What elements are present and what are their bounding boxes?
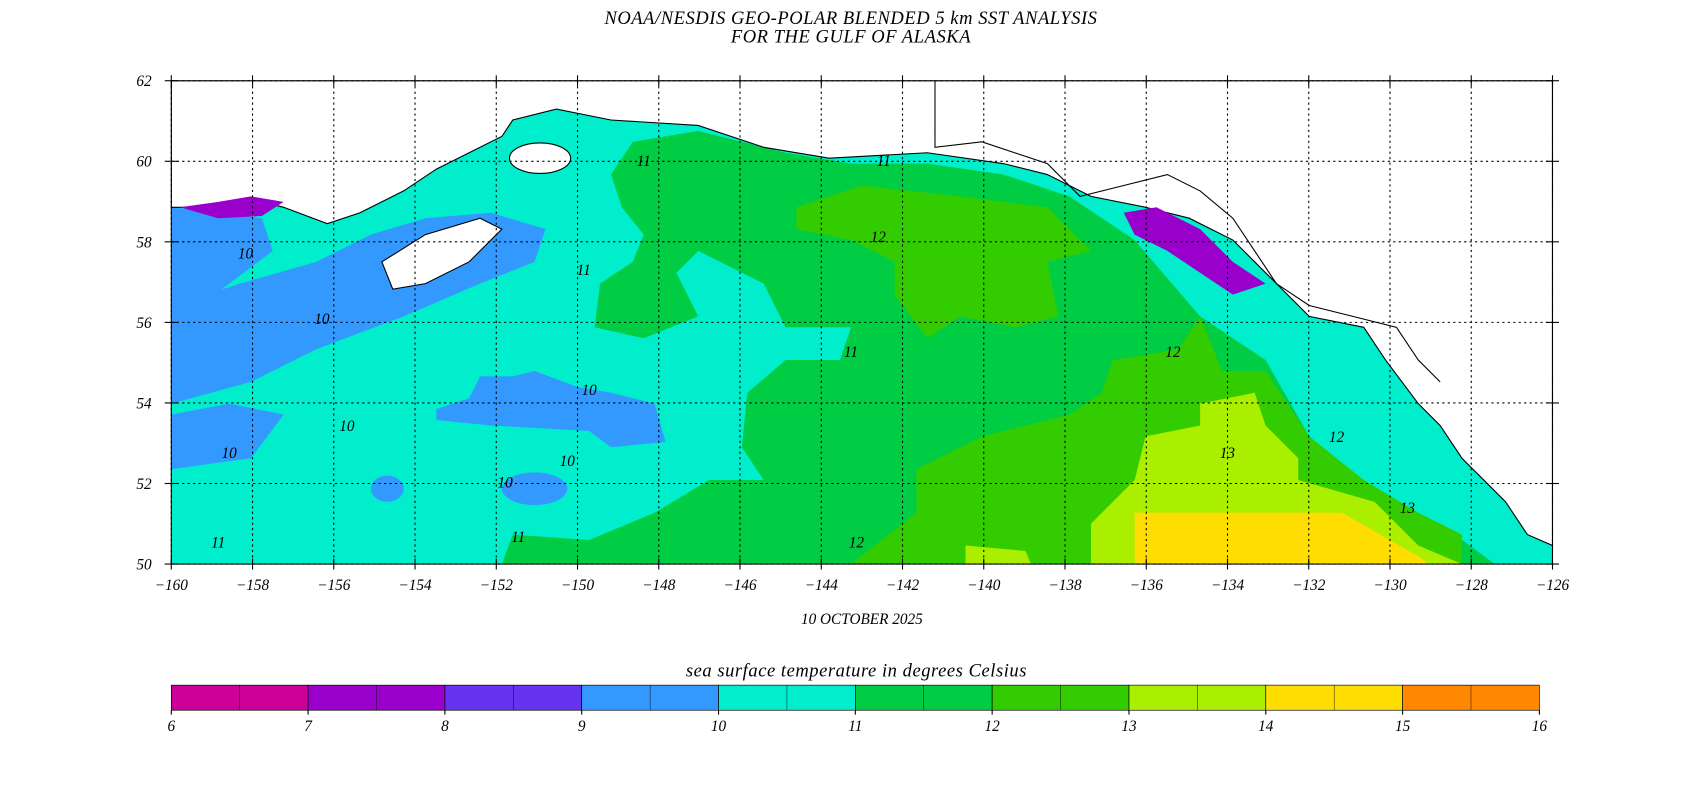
contour-label: 10	[238, 246, 254, 263]
contour-label: 10	[560, 453, 576, 470]
y-tick-label: 62	[136, 73, 152, 90]
x-tick-label: −136	[1130, 577, 1164, 594]
contour-label: 10	[221, 445, 237, 462]
sst-region	[171, 207, 273, 306]
contour-label: 11	[844, 344, 858, 361]
x-tick-label: −140	[967, 577, 1001, 594]
subtitle: FOR THE GULF OF ALASKA	[730, 27, 971, 48]
border	[934, 80, 1441, 383]
island	[381, 217, 503, 290]
contour-label: 12	[871, 229, 887, 246]
colorbar-tick-label: 6	[167, 718, 175, 735]
y-tick-label: 54	[136, 395, 152, 412]
y-tick-label: 50	[136, 557, 152, 574]
x-tick-label: −126	[1536, 577, 1570, 594]
y-tick-label: 58	[136, 234, 152, 251]
sst-region	[1134, 512, 1430, 565]
colorbar-label: sea surface temperature in degrees Celsi…	[686, 660, 1027, 681]
x-tick-label: −130	[1373, 577, 1407, 594]
colorbar-tick-label: 13	[1121, 718, 1137, 735]
colorbar-tick-label: 15	[1395, 718, 1411, 735]
contour-label: 10	[339, 418, 355, 435]
sst-region	[501, 472, 568, 506]
sst-region	[436, 370, 666, 448]
colorbar: 6 7 8 9 10 11 12 13 14 15 16	[167, 684, 1548, 735]
sst-region	[796, 185, 1091, 339]
y-tick-label: 52	[136, 476, 152, 493]
x-tick-label: −154	[398, 577, 432, 594]
colorbar-tick-label: 10	[711, 718, 727, 735]
contour-label: 12	[1329, 429, 1345, 446]
x-tick-label: −152	[480, 577, 514, 594]
colorbar-tick-label: 12	[985, 718, 1001, 735]
contour-label: 11	[877, 153, 891, 170]
figure-group: NOAA/NESDIS GEO-POLAR BLENDED 5 km SST A…	[136, 8, 1569, 735]
x-tick-label: −132	[1292, 577, 1326, 594]
x-tick-label: −148	[642, 577, 676, 594]
title: NOAA/NESDIS GEO-POLAR BLENDED 5 km SST A…	[603, 8, 1097, 29]
x-tick-label: −144	[805, 577, 839, 594]
contour-label: 11	[637, 153, 651, 170]
y-tick-label: 60	[136, 154, 152, 171]
colorbar-tick-label: 16	[1532, 718, 1548, 735]
x-tick-label: −128	[1455, 577, 1489, 594]
contour-label: 12	[849, 535, 865, 552]
x-tick-label: −156	[317, 577, 351, 594]
x-tick-label: −146	[723, 577, 757, 594]
contour-label: 11	[211, 535, 225, 552]
contour-label: 12	[1165, 344, 1181, 361]
contour-label: 10	[314, 311, 330, 328]
contour-label: 10	[582, 382, 598, 399]
x-tick-label: −134	[1211, 577, 1245, 594]
y-tick-label: 56	[136, 315, 152, 332]
sst-region	[171, 403, 284, 470]
x-tick-label: −160	[155, 577, 189, 594]
x-tick-label: −150	[561, 577, 595, 594]
colorbar-tick-label: 8	[441, 718, 449, 735]
plot-frame	[170, 80, 1554, 565]
contour-label: 11	[511, 529, 525, 546]
date: 10 OCTOBER 2025	[801, 611, 923, 628]
x-tick-label: −142	[886, 577, 920, 594]
colorbar-tick-label: 7	[304, 718, 313, 735]
sst-region	[370, 475, 404, 502]
axes: −160 −158 −156 −154 −152 −150 −148 −146 −144 −142…	[136, 73, 1569, 594]
x-tick-label: −138	[1048, 577, 1082, 594]
sst-region	[965, 545, 1031, 565]
sst-region	[180, 196, 284, 219]
sst-region	[1123, 207, 1266, 295]
colorbar-tick-label: 14	[1258, 718, 1274, 735]
contour-label: 11	[577, 262, 591, 279]
inlet	[508, 142, 572, 175]
colorbar-tick-label: 11	[848, 718, 862, 735]
contour-label: 13	[1400, 500, 1416, 517]
colorbar-tick-label: 9	[578, 718, 586, 735]
x-tick-label: −158	[236, 577, 270, 594]
